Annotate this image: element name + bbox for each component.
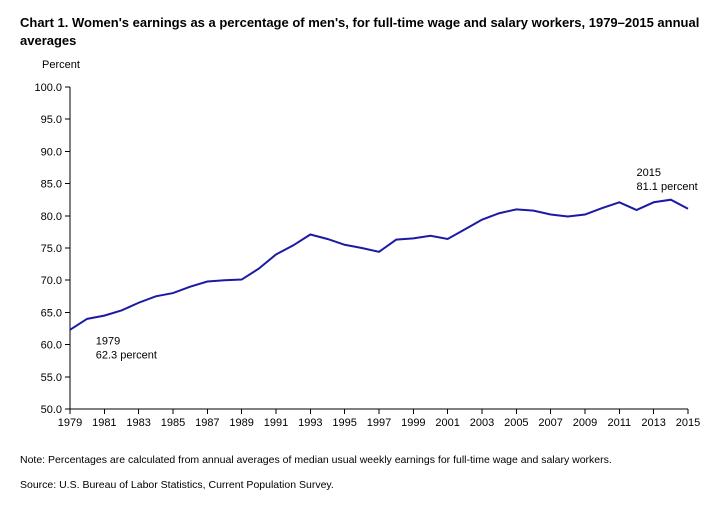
- chart-area: Percent 50.055.060.065.070.075.080.085.0…: [20, 59, 700, 439]
- x-tick-label: 2011: [608, 417, 632, 429]
- x-tick-label: 1983: [126, 417, 150, 429]
- y-tick-label: 95.0: [41, 114, 62, 126]
- line-chart-svg: 50.0 55.0 60.0 65.0 70.0 75.0 80.0 85.0 90.0 95.0…: [20, 59, 700, 439]
- x-tick-label: 1979: [58, 417, 82, 429]
- y-tick-label: 70.0: [41, 275, 62, 287]
- chart-source: Source: U.S. Bureau of Labor Statistics,…: [20, 478, 700, 493]
- x-tick-label: 2003: [470, 417, 494, 429]
- data-series-line: [70, 200, 688, 330]
- x-tick-label: 1997: [367, 417, 391, 429]
- chart-callout-line2: 62.3 percent: [96, 350, 157, 362]
- chart-callout-line2: 81.1 percent: [637, 181, 698, 193]
- chart-callout-line1: 1979: [96, 336, 120, 348]
- chart-title: Chart 1. Women's earnings as a percentag…: [20, 14, 700, 49]
- x-tick-label: 1987: [195, 417, 219, 429]
- chart-callout-line1: 2015: [637, 167, 661, 179]
- x-tick-label: 1999: [401, 417, 425, 429]
- page: Chart 1. Women's earnings as a percentag…: [0, 0, 720, 521]
- y-tick-label: 100.0: [34, 82, 62, 94]
- y-tick-label: 65.0: [41, 307, 62, 319]
- x-tick-label: 2013: [641, 417, 665, 429]
- x-tick-label: 2015: [676, 417, 700, 429]
- y-tick-label: 50.0: [41, 404, 62, 416]
- x-tick-label: 1989: [229, 417, 253, 429]
- y-tick-label: 60.0: [41, 340, 62, 352]
- x-tick-label: 2007: [538, 417, 562, 429]
- x-tick-label: 2001: [435, 417, 459, 429]
- x-tick-label: 1991: [264, 417, 288, 429]
- x-tick-label: 1993: [298, 417, 322, 429]
- chart-note: Note: Percentages are calculated from an…: [20, 453, 700, 468]
- x-tick-label: 2005: [504, 417, 528, 429]
- y-tick-label: 55.0: [41, 372, 62, 384]
- y-tick-label: 90.0: [41, 146, 62, 158]
- x-tick-label: 2009: [573, 417, 597, 429]
- x-tick-label: 1981: [92, 417, 116, 429]
- y-tick-label: 75.0: [41, 243, 62, 255]
- x-tick-label: 1995: [332, 417, 356, 429]
- x-tick-label: 1985: [161, 417, 185, 429]
- y-tick-label: 80.0: [41, 211, 62, 223]
- y-tick-label: 85.0: [41, 179, 62, 191]
